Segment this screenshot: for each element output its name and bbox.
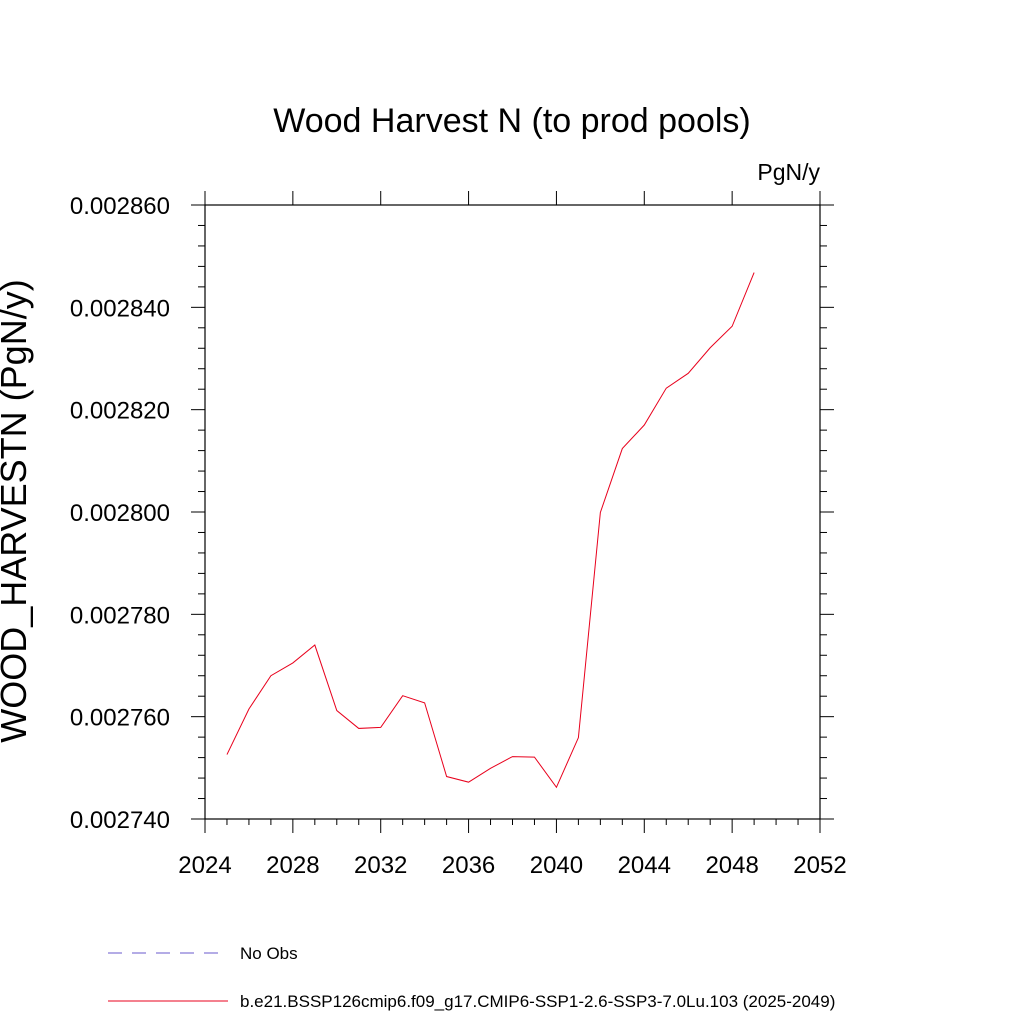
x-tick-label: 2028 xyxy=(266,852,319,879)
x-tick-label: 2024 xyxy=(178,852,231,879)
legend-label-model: b.e21.BSSP126cmip6.f09_g17.CMIP6-SSP1-2.… xyxy=(240,992,835,1011)
legend: No Obs b.e21.BSSP126cmip6.f09_g17.CMIP6-… xyxy=(108,944,835,1011)
units-label: PgN/y xyxy=(757,159,820,185)
y-tick-label: 0.002820 xyxy=(70,398,170,425)
y-tick-label: 0.002840 xyxy=(70,295,170,322)
x-tick-label: 2036 xyxy=(442,852,495,879)
plot-frame xyxy=(204,204,821,820)
x-tick-label: 2048 xyxy=(705,852,758,879)
axis-ticks xyxy=(191,191,834,833)
y-tick-label: 0.002780 xyxy=(70,602,170,629)
series-line xyxy=(226,272,755,789)
y-axis-label: WOOD_HARVESTN (PgN/y) xyxy=(0,279,34,742)
y-tick-label: 0.002760 xyxy=(70,705,170,732)
y-tick-label: 0.002800 xyxy=(70,500,170,527)
x-tick-label: 2040 xyxy=(530,852,583,879)
chart-title: Wood Harvest N (to prod pools) xyxy=(273,102,750,140)
x-tick-label: 2044 xyxy=(618,852,671,879)
y-tick-labels: 0.002740 0.002760 0.002780 0.002800 0.002820… xyxy=(70,193,170,834)
x-tick-labels: 2024 2028 2032 2036 2040 2044 2048 2052 xyxy=(178,852,846,879)
x-tick-label: 2052 xyxy=(793,852,846,879)
y-tick-label: 0.002860 xyxy=(70,193,170,220)
series-layer xyxy=(226,272,755,789)
legend-label-no-obs: No Obs xyxy=(240,944,298,963)
x-tick-label: 2032 xyxy=(354,852,407,879)
y-tick-label: 0.002740 xyxy=(70,807,170,834)
